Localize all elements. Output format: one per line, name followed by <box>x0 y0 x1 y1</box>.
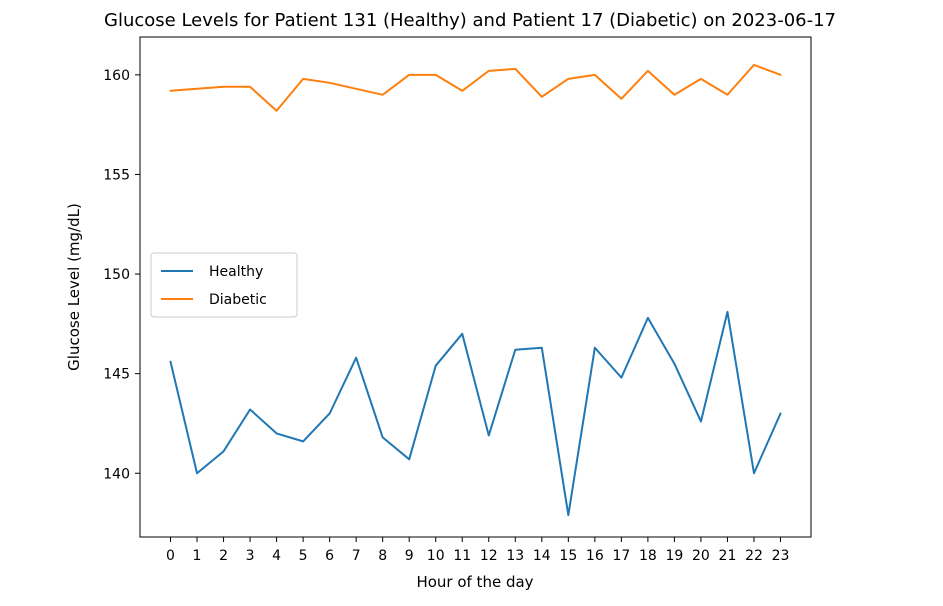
y-tick-label: 140 <box>103 466 130 482</box>
legend-label-diabetic: Diabetic <box>209 292 267 308</box>
x-tick-label: 21 <box>719 548 737 564</box>
x-tick-label: 12 <box>480 548 498 564</box>
y-tick-label: 160 <box>103 68 130 84</box>
x-tick-label: 3 <box>246 548 255 564</box>
x-axis-label: Hour of the day <box>416 573 533 591</box>
legend: Healthy Diabetic <box>151 253 297 317</box>
x-tick-label: 4 <box>272 548 281 564</box>
x-tick-label: 1 <box>193 548 202 564</box>
x-tick-label: 5 <box>299 548 308 564</box>
x-tick-label: 15 <box>559 548 577 564</box>
x-tick-label: 17 <box>612 548 630 564</box>
legend-label-healthy: Healthy <box>209 264 263 280</box>
y-axis-label: Glucose Level (mg/dL) <box>65 203 83 371</box>
x-tick-label: 2 <box>219 548 228 564</box>
x-tick-label: 22 <box>745 548 763 564</box>
y-tick-label: 145 <box>103 367 130 383</box>
x-tick-label: 11 <box>453 548 471 564</box>
chart-title: Glucose Levels for Patient 131 (Healthy)… <box>104 10 836 31</box>
x-tick-label: 0 <box>166 548 175 564</box>
x-tick-label: 7 <box>352 548 361 564</box>
y-tick-label: 155 <box>103 167 130 183</box>
x-tick-label: 23 <box>772 548 790 564</box>
x-tick-label: 20 <box>692 548 710 564</box>
x-tick-label: 18 <box>639 548 657 564</box>
x-tick-label: 19 <box>665 548 683 564</box>
y-tick-label: 150 <box>103 267 130 283</box>
x-tick-label: 6 <box>325 548 334 564</box>
x-tick-label: 10 <box>427 548 445 564</box>
x-tick-label: 8 <box>378 548 387 564</box>
x-tick-label: 16 <box>586 548 604 564</box>
x-tick-label: 14 <box>533 548 551 564</box>
x-tick-label: 9 <box>405 548 414 564</box>
x-tick-label: 13 <box>506 548 524 564</box>
